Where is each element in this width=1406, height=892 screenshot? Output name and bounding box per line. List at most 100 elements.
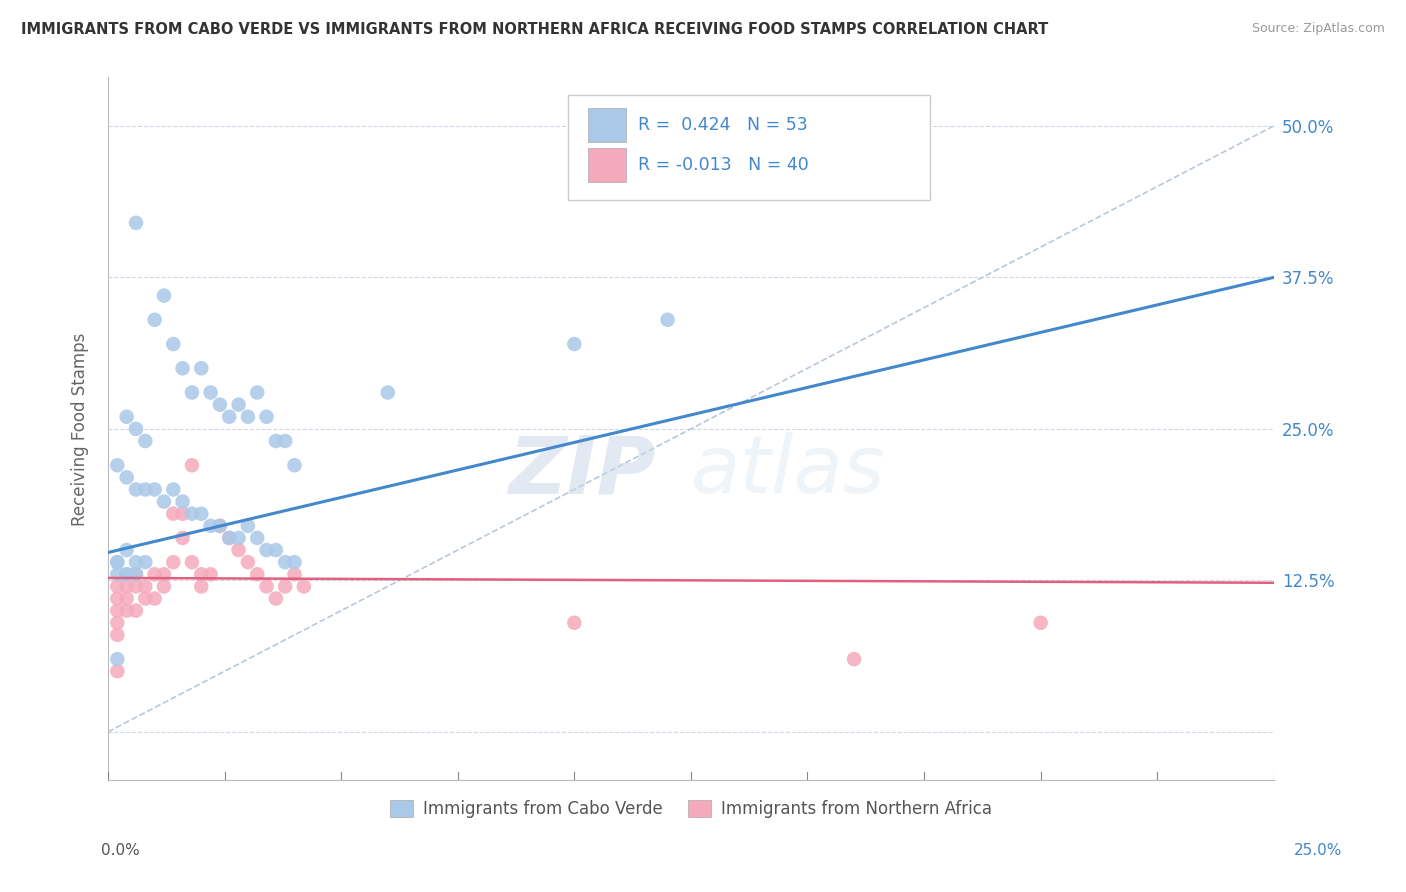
Point <box>228 543 250 558</box>
Point <box>208 398 231 412</box>
Point <box>657 313 679 327</box>
Point <box>134 483 156 497</box>
Point <box>162 555 184 569</box>
Point <box>172 531 194 545</box>
Point <box>153 494 176 508</box>
Point <box>256 543 278 558</box>
Point <box>283 458 305 473</box>
Point <box>200 567 222 582</box>
Point <box>134 591 156 606</box>
Point <box>246 531 269 545</box>
Point <box>181 555 204 569</box>
FancyBboxPatch shape <box>588 108 626 142</box>
Point <box>143 591 166 606</box>
Point <box>115 604 138 618</box>
Point <box>200 385 222 400</box>
Point <box>105 555 128 569</box>
Point <box>105 628 128 642</box>
Point <box>172 361 194 376</box>
Point <box>236 555 259 569</box>
FancyBboxPatch shape <box>588 148 626 182</box>
Point <box>115 591 138 606</box>
Point <box>283 567 305 582</box>
Point <box>153 579 176 593</box>
Point <box>228 398 250 412</box>
Point <box>125 567 148 582</box>
Point <box>264 591 287 606</box>
FancyBboxPatch shape <box>568 95 929 201</box>
Point <box>153 567 176 582</box>
Text: ZIP: ZIP <box>509 432 657 510</box>
Point <box>172 494 194 508</box>
Legend: Immigrants from Cabo Verde, Immigrants from Northern Africa: Immigrants from Cabo Verde, Immigrants f… <box>382 793 998 825</box>
Point <box>134 555 156 569</box>
Point <box>1029 615 1052 630</box>
Point <box>236 518 259 533</box>
Text: IMMIGRANTS FROM CABO VERDE VS IMMIGRANTS FROM NORTHERN AFRICA RECEIVING FOOD STA: IMMIGRANTS FROM CABO VERDE VS IMMIGRANTS… <box>21 22 1049 37</box>
Point <box>172 507 194 521</box>
Text: R = -0.013   N = 40: R = -0.013 N = 40 <box>638 156 810 174</box>
Point <box>190 361 212 376</box>
Point <box>125 216 148 230</box>
Point <box>115 567 138 582</box>
Point <box>115 470 138 484</box>
Text: 25.0%: 25.0% <box>1295 843 1343 858</box>
Point <box>218 531 240 545</box>
Point <box>218 531 240 545</box>
Point <box>105 652 128 666</box>
Point <box>125 422 148 436</box>
Point <box>274 555 297 569</box>
Text: R =  0.424   N = 53: R = 0.424 N = 53 <box>638 116 808 134</box>
Point <box>162 507 184 521</box>
Point <box>105 665 128 679</box>
Y-axis label: Receiving Food Stamps: Receiving Food Stamps <box>72 332 89 525</box>
Point <box>256 409 278 424</box>
Point <box>105 579 128 593</box>
Point <box>190 507 212 521</box>
Point <box>143 313 166 327</box>
Text: atlas: atlas <box>690 432 886 510</box>
Point <box>274 579 297 593</box>
Point <box>143 483 166 497</box>
Point <box>181 507 204 521</box>
Point <box>105 567 128 582</box>
Point <box>283 555 305 569</box>
Text: 0.0%: 0.0% <box>101 843 141 858</box>
Point <box>377 385 399 400</box>
Point <box>292 579 315 593</box>
Point <box>105 591 128 606</box>
Point <box>143 567 166 582</box>
Point <box>105 555 128 569</box>
Point <box>125 483 148 497</box>
Point <box>264 543 287 558</box>
Point <box>115 409 138 424</box>
Point <box>236 409 259 424</box>
Point <box>125 604 148 618</box>
Point <box>105 458 128 473</box>
Point <box>246 567 269 582</box>
Point <box>181 385 204 400</box>
Point <box>134 434 156 448</box>
Point <box>105 615 128 630</box>
Point <box>256 579 278 593</box>
Point <box>264 434 287 448</box>
Point <box>125 555 148 569</box>
Text: Source: ZipAtlas.com: Source: ZipAtlas.com <box>1251 22 1385 36</box>
Point <box>125 579 148 593</box>
Point <box>162 337 184 351</box>
Point <box>125 567 148 582</box>
Point <box>218 409 240 424</box>
Point <box>190 579 212 593</box>
Point <box>274 434 297 448</box>
Point <box>115 579 138 593</box>
Point <box>115 567 138 582</box>
Point <box>842 652 865 666</box>
Point <box>562 615 585 630</box>
Point <box>190 567 212 582</box>
Point <box>562 337 585 351</box>
Point <box>153 288 176 302</box>
Point <box>181 458 204 473</box>
Point <box>208 518 231 533</box>
Point <box>115 543 138 558</box>
Point <box>134 579 156 593</box>
